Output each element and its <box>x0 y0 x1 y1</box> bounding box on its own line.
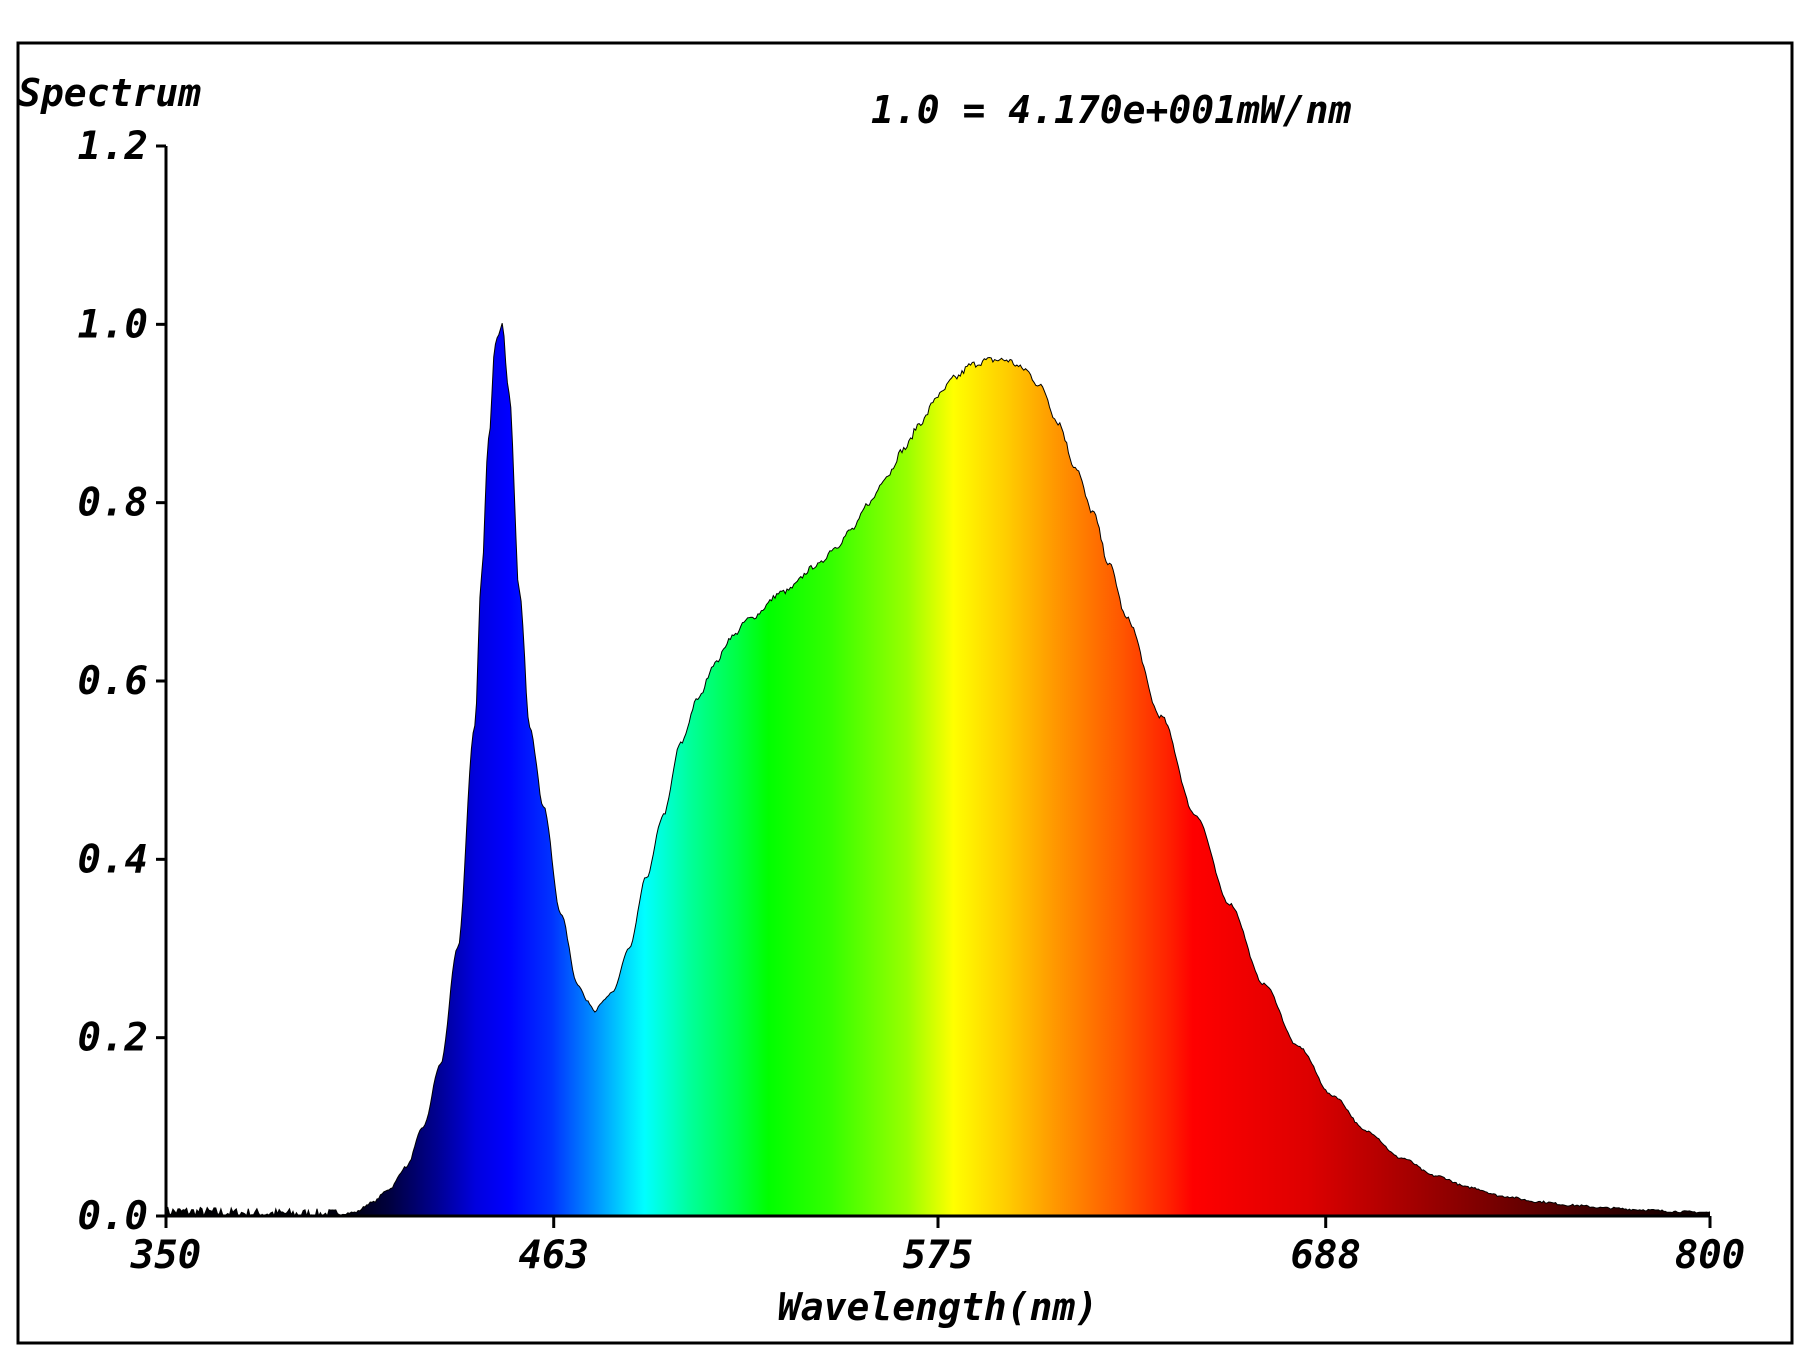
spectrum-area <box>166 323 1710 1216</box>
y-tick-label: 1.2 <box>78 124 148 169</box>
x-tick-label: 350 <box>130 1233 201 1278</box>
x-tick-label: 688 <box>1290 1233 1360 1278</box>
y-ticks: 0.0 0.2 0.4 0.6 0.8 1.0 1.2 <box>78 124 166 1239</box>
y-tick-label: 0.2 <box>78 1016 148 1061</box>
x-ticks: 350 463 575 688 800 <box>130 1216 1745 1278</box>
chart-title: Spectrum <box>18 71 201 115</box>
x-tick-label: 463 <box>518 1233 588 1278</box>
y-tick-label: 0.6 <box>78 659 148 704</box>
y-tick-label: 0.8 <box>78 481 148 526</box>
y-tick-label: 1.0 <box>78 302 148 347</box>
spectrum-line <box>165 323 1711 1218</box>
x-tick-label: 575 <box>903 1233 973 1278</box>
y-tick-label: 0.0 <box>78 1194 148 1239</box>
x-axis-label: Wavelength(nm) <box>778 1285 1098 1329</box>
x-tick-label: 800 <box>1675 1233 1745 1278</box>
y-tick-label: 0.4 <box>78 837 148 882</box>
chart-annotation: 1.0 = 4.170e+001mW/nm <box>871 88 1352 132</box>
